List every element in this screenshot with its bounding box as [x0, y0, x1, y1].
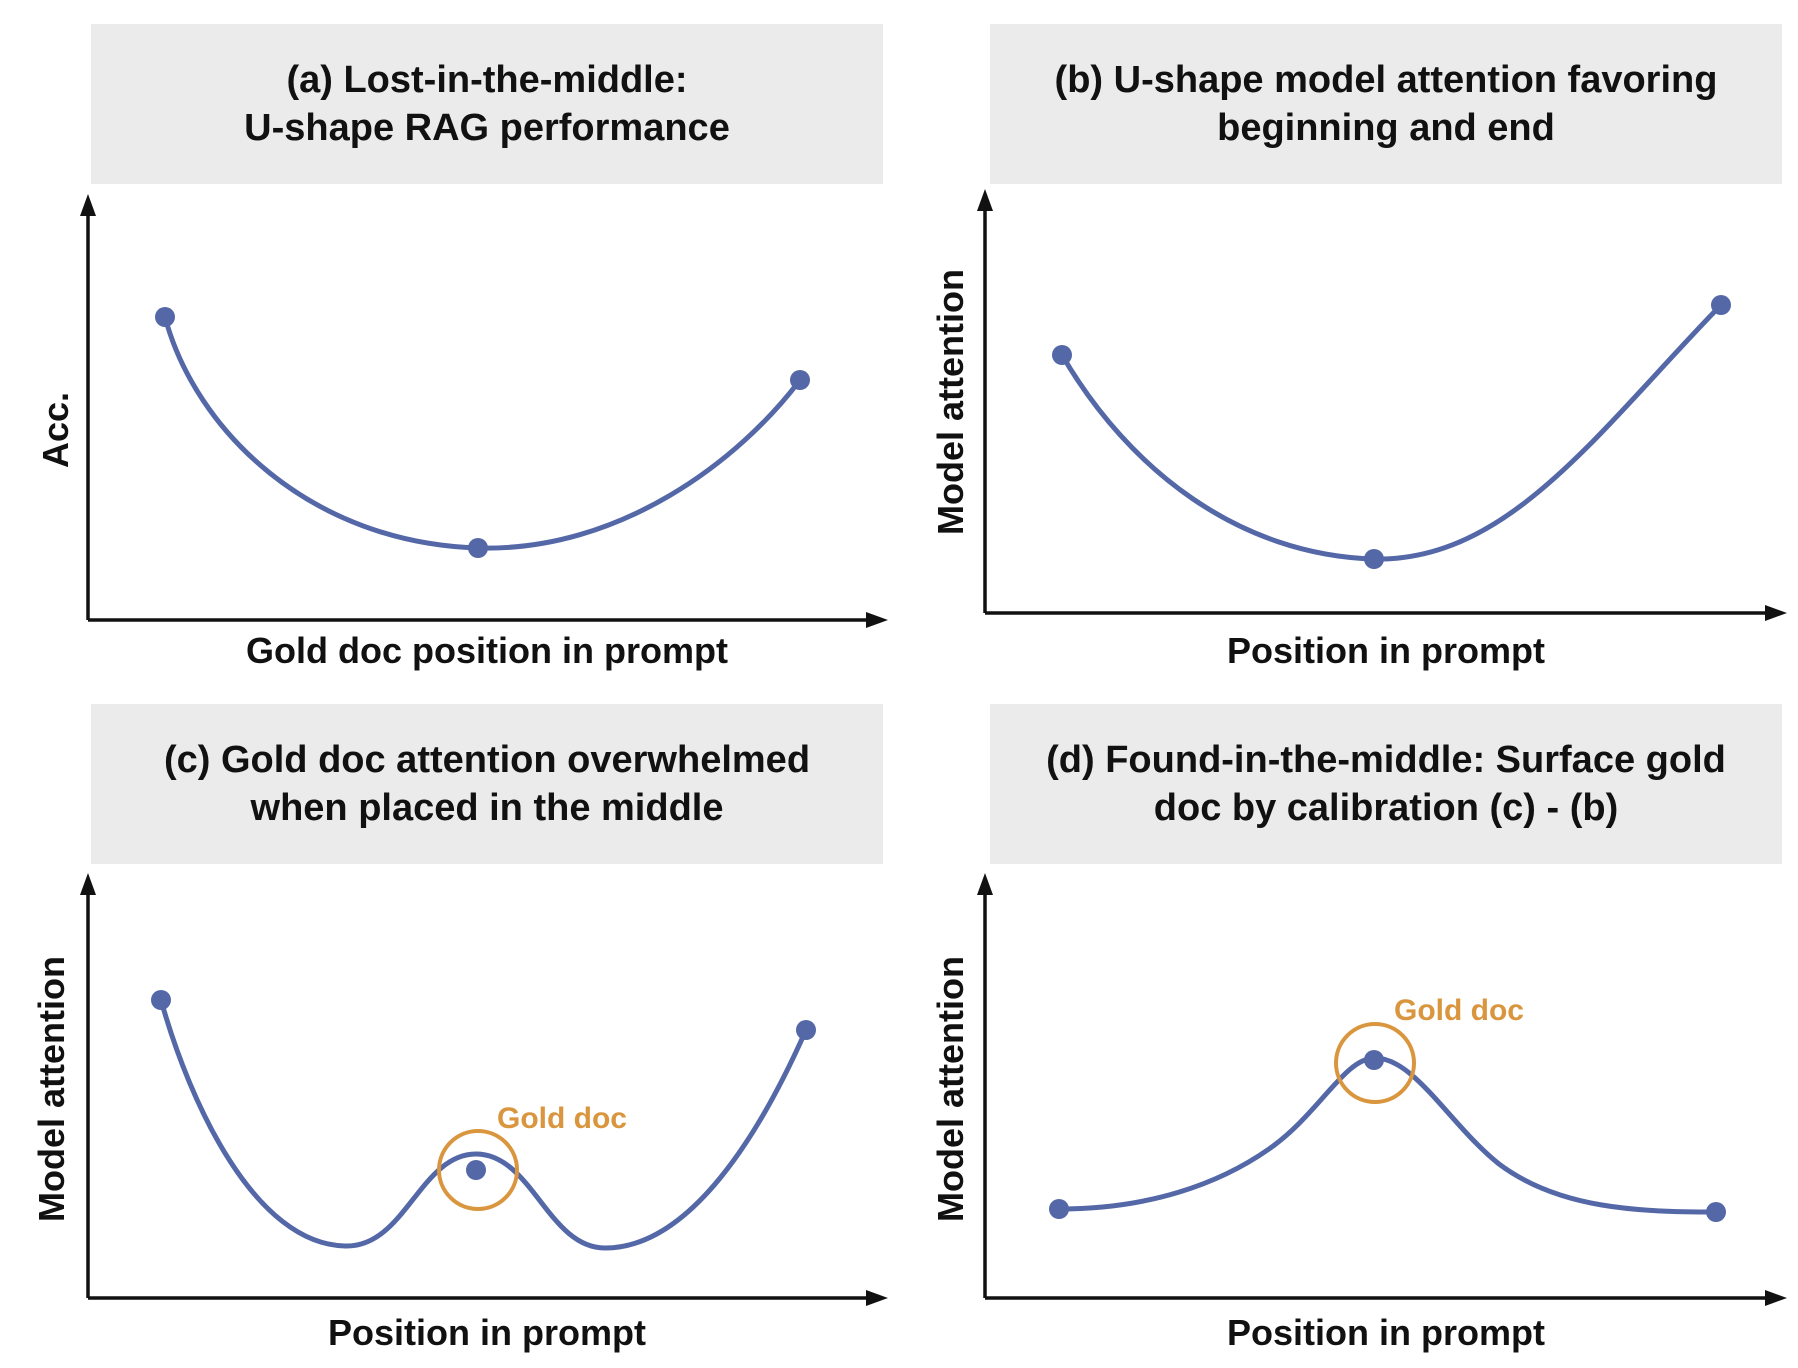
panel-d-x-arrowhead — [1765, 1290, 1787, 1306]
panel-a-y-label: Acc. — [35, 391, 76, 469]
panel-c-title-line-1: (c) Gold doc attention overwhelmed — [163, 739, 811, 781]
panel-a-plot — [80, 194, 888, 628]
panel-a-point-start — [155, 307, 175, 327]
panel-b-x-label: Position in prompt — [1227, 630, 1545, 671]
panel-d-plot: Gold doc — [977, 873, 1787, 1306]
panel-d-gold-label: Gold doc — [1394, 994, 1524, 1027]
panel-c: (c) Gold doc attention overwhelmed when … — [0, 684, 899, 1368]
panel-c-gold-highlight-ring — [437, 1129, 519, 1211]
panel-d-title-line-1: (d) Found-in-the-middle: Surface gold — [1046, 739, 1726, 781]
panel-c-title: (c) Gold doc attention overwhelmed when … — [91, 704, 883, 864]
panel-a-point-middle — [468, 538, 488, 558]
panel-a-title-line-1: (a) Lost-in-the-middle: — [286, 59, 688, 101]
panel-c-point-start — [151, 990, 171, 1010]
panel-c-y-label: Model attention — [31, 956, 72, 1222]
panel-d: (d) Found-in-the-middle: Surface gold do… — [899, 684, 1798, 1368]
panel-d-y-label: Model attention — [930, 956, 971, 1222]
panel-c-plot: Gold doc — [80, 873, 888, 1306]
panel-d-x-label: Position in prompt — [1227, 1312, 1545, 1353]
panel-a-title: (a) Lost-in-the-middle: U-shape RAG perf… — [91, 24, 883, 184]
panel-c-title-line-2: when placed in the middle — [250, 787, 724, 829]
panel-a-curve — [162, 316, 802, 551]
panel-b-plot — [977, 189, 1787, 621]
panel-b-title-line-2: beginning and end — [1217, 107, 1555, 149]
panel-d-y-arrowhead — [977, 873, 993, 895]
panel-c-axes — [86, 884, 870, 1300]
panel-b-title: (b) U-shape model attention favoring beg… — [990, 24, 1782, 184]
panel-c-point-gold — [466, 1160, 486, 1180]
panel-a-point-end — [790, 370, 810, 390]
panel-d-curve — [1058, 1055, 1717, 1215]
panel-c-point-end — [796, 1020, 816, 1040]
panel-d-axes — [983, 884, 1769, 1300]
panel-c-x-label: Position in prompt — [328, 1312, 646, 1353]
panel-b-point-end — [1711, 295, 1731, 315]
panel-b-title-line-1: (b) U-shape model attention favoring — [1054, 59, 1718, 101]
panel-b-curve — [1059, 303, 1723, 562]
panel-a-axes — [86, 205, 870, 622]
panel-b-axes — [983, 200, 1769, 615]
panel-c-x-arrowhead — [866, 1290, 888, 1306]
panel-d-title-line-2: doc by calibration (c) - (b) — [1153, 787, 1619, 829]
panel-b-point-middle — [1364, 549, 1384, 569]
panel-a: (a) Lost-in-the-middle: U-shape RAG perf… — [0, 0, 899, 684]
panel-b-point-start — [1052, 345, 1072, 365]
panel-c-curve — [158, 999, 809, 1251]
panel-b: (b) U-shape model attention favoring beg… — [899, 0, 1798, 684]
panel-d-point-start — [1049, 1199, 1069, 1219]
panel-d-title: (d) Found-in-the-middle: Surface gold do… — [990, 704, 1782, 864]
panel-a-y-arrowhead — [80, 194, 96, 216]
panel-d-point-gold — [1364, 1050, 1384, 1070]
panel-d-gold-highlight-ring — [1334, 1022, 1416, 1104]
panel-c-gold-label: Gold doc — [497, 1102, 627, 1135]
panel-b-y-label: Model attention — [930, 269, 971, 535]
panel-d-point-end — [1706, 1202, 1726, 1222]
panel-b-x-arrowhead — [1765, 605, 1787, 621]
panel-a-x-arrowhead — [866, 612, 888, 628]
panel-a-title-line-2: U-shape RAG performance — [244, 107, 730, 149]
panel-a-x-label: Gold doc position in prompt — [246, 630, 728, 671]
panel-b-y-arrowhead — [977, 189, 993, 211]
panel-c-y-arrowhead — [80, 873, 96, 895]
